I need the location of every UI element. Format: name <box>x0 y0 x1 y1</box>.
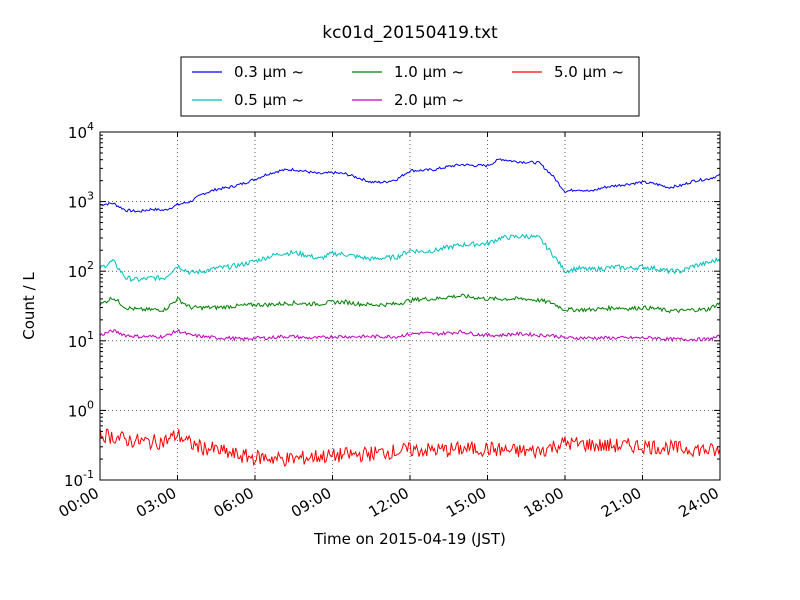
y-tick-label: 102 <box>68 259 94 281</box>
x-axis-label: Time on 2015-04-19 (JST) <box>313 530 506 548</box>
x-tick-label: 06:00 <box>211 484 257 521</box>
legend-label: 2.0 μm ~ <box>394 91 464 109</box>
series-line <box>99 293 721 314</box>
x-tick-label: 18:00 <box>521 484 567 521</box>
legend-label: 5.0 μm ~ <box>554 63 624 81</box>
y-axis-label: Count / L <box>20 272 38 340</box>
x-tick-label: 03:00 <box>133 484 179 521</box>
series-line <box>99 158 721 213</box>
x-tick-label: 21:00 <box>598 484 644 521</box>
grid <box>100 132 720 480</box>
series-line <box>99 427 721 467</box>
series-line <box>99 233 721 283</box>
legend-box <box>180 56 640 117</box>
x-tick-label: 24:00 <box>676 484 722 521</box>
legend-label: 0.3 μm ~ <box>234 63 304 81</box>
y-tick-label: 104 <box>68 120 94 142</box>
x-tick-label: 12:00 <box>366 484 412 521</box>
y-tick-label: 10-1 <box>64 468 94 490</box>
legend-label: 0.5 μm ~ <box>234 91 304 109</box>
x-tick-label: 09:00 <box>288 484 334 521</box>
chart-title: kc01d_20150419.txt <box>322 23 498 43</box>
series-lines <box>99 158 721 467</box>
x-tick-label: 15:00 <box>443 484 489 521</box>
y-tick-label: 101 <box>68 329 94 351</box>
legend-label: 1.0 μm ~ <box>394 63 464 81</box>
series-line <box>99 328 721 343</box>
y-tick-label: 103 <box>68 190 94 212</box>
y-tick-label: 100 <box>68 398 94 420</box>
axis-ticks: 00:00 03:00 06:00 09:00 12:00 15:00 18:00 21:00… <box>56 120 722 521</box>
legend: 0.3 μm ~ 0.5 μm ~ 1.0 μm ~ 2.0 μm ~ 5.0 μm ~ <box>180 56 640 117</box>
